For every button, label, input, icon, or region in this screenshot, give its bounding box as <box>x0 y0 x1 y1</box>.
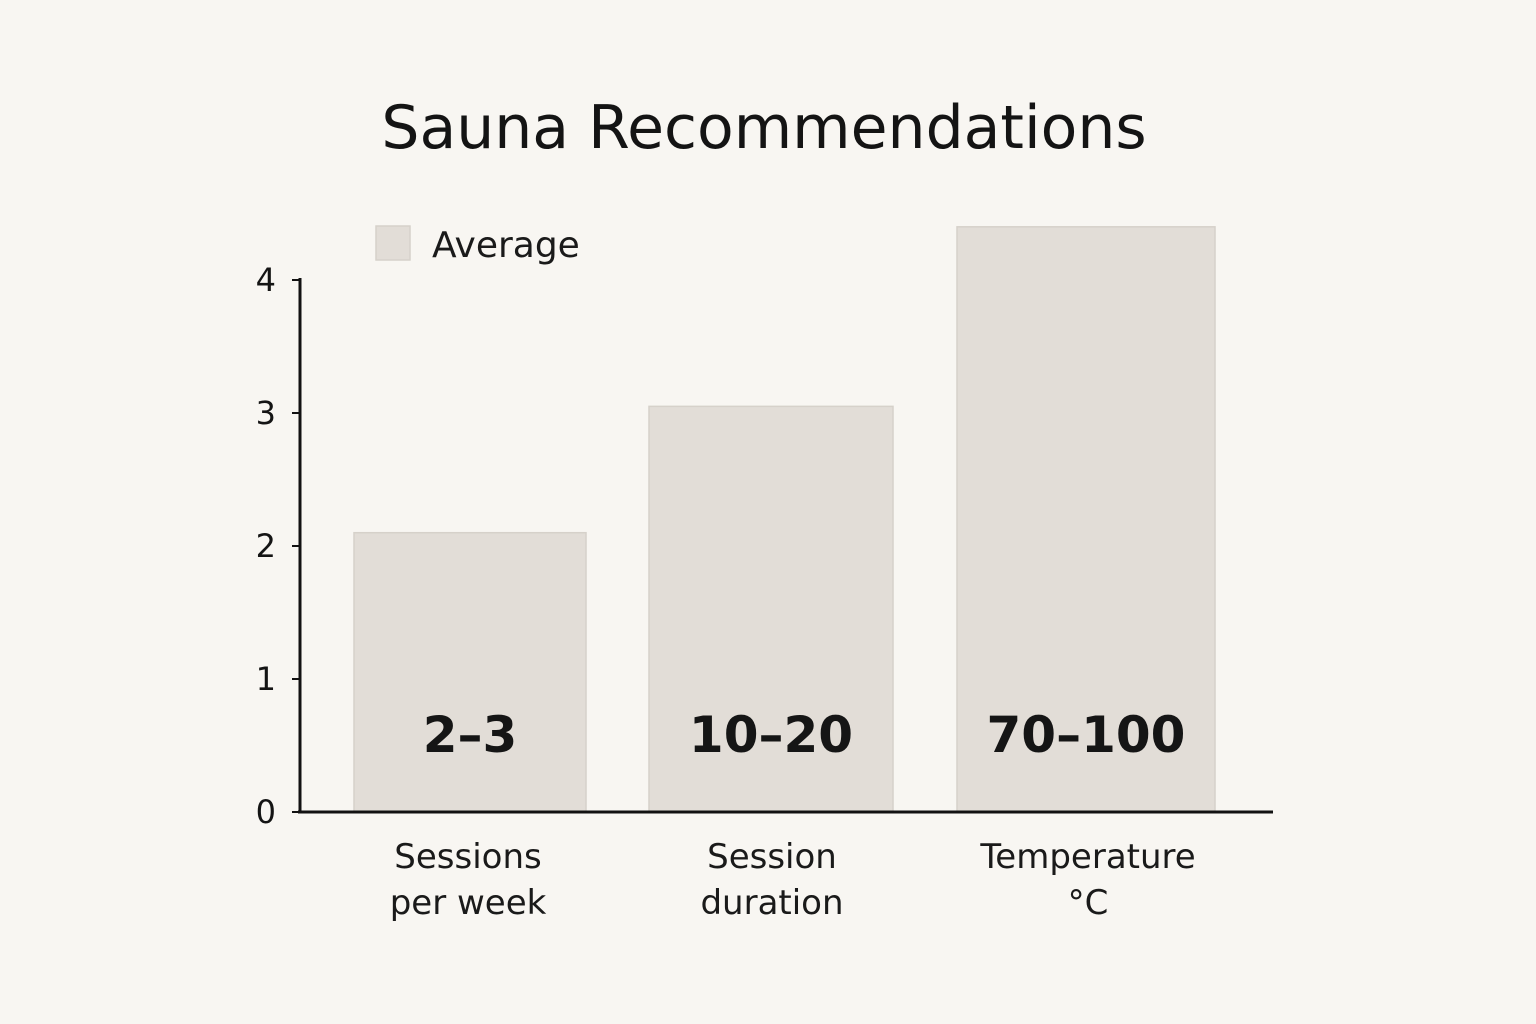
category-label-3: Temperature °C <box>979 837 1195 923</box>
category-label-1: Sessions per week <box>390 837 547 923</box>
y-ticks-group: 0 1 2 3 4 <box>256 261 300 831</box>
bars-group <box>353 226 1216 813</box>
bar-2 <box>648 405 894 813</box>
legend: Average <box>375 225 580 266</box>
y-tick-label-4: 4 <box>256 261 276 299</box>
chart-title: Sauna Recommendations <box>381 93 1146 163</box>
y-tick-label-3: 3 <box>256 394 276 432</box>
y-tick-label-2: 2 <box>256 527 276 565</box>
y-tick-label-0: 0 <box>256 793 276 831</box>
data-label-3: 70–100 <box>987 706 1186 764</box>
data-label-1: 2–3 <box>423 706 518 764</box>
data-label-2: 10–20 <box>689 706 853 764</box>
legend-label: Average <box>432 225 580 266</box>
data-labels-group: 2–3 10–20 70–100 <box>423 706 1186 764</box>
category-label-2: Session duration <box>700 837 843 923</box>
legend-swatch <box>375 225 411 261</box>
y-tick-label-1: 1 <box>256 660 276 698</box>
bar-3 <box>956 226 1216 813</box>
x-categories-group: Sessions per week Session duration Temperatu… <box>390 837 1196 923</box>
bar-1 <box>353 531 587 813</box>
